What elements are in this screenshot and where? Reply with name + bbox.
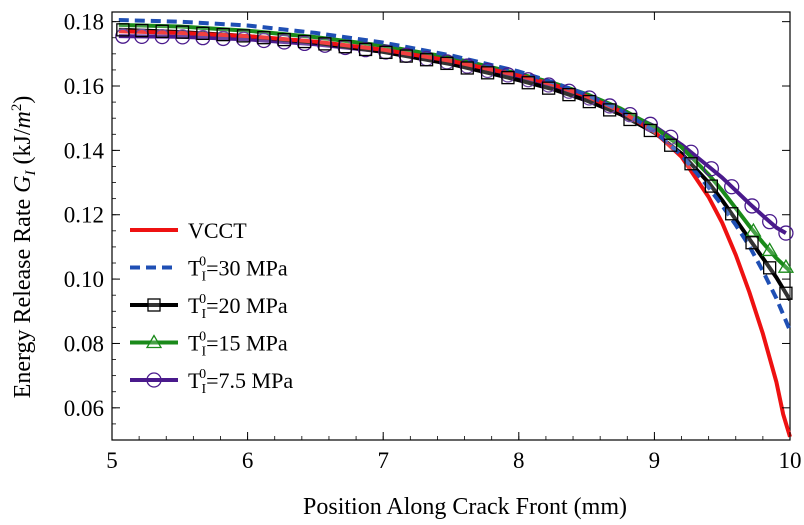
series-marker-4 bbox=[703, 161, 720, 177]
series-marker-4 bbox=[357, 42, 374, 58]
x-tick-label: 9 bbox=[649, 448, 661, 473]
series-marker-2 bbox=[135, 23, 149, 38]
legend-marker-3 bbox=[145, 334, 163, 349]
series-marker-2 bbox=[399, 49, 413, 63]
series-marker-4 bbox=[235, 31, 252, 47]
y-tick-label: 0.14 bbox=[64, 138, 105, 163]
legend-label-4: TI0=7.5 MPa bbox=[188, 367, 293, 397]
series-marker-4 bbox=[762, 214, 778, 230]
y-tick-label: 0.18 bbox=[64, 10, 104, 35]
series-marker-4 bbox=[724, 179, 740, 195]
series-marker-2 bbox=[704, 179, 719, 193]
series-marker-4 bbox=[215, 30, 231, 47]
series-marker-4 bbox=[581, 90, 597, 106]
series-marker-4 bbox=[622, 107, 638, 123]
legend: VCCT TI0=30 MPa TI0=20 MPa TI0=15 MPa TI0=7.… bbox=[130, 218, 293, 397]
series-line-1 bbox=[118, 18, 792, 332]
legend-marker-2 bbox=[147, 298, 161, 312]
series-marker-4 bbox=[500, 67, 516, 83]
series-marker-2 bbox=[684, 157, 698, 171]
x-tick-label: 10 bbox=[779, 448, 802, 473]
series-marker-4 bbox=[115, 28, 131, 44]
series-marker-4 bbox=[134, 28, 150, 45]
series-marker-2 bbox=[480, 66, 495, 80]
x-tick-label: 5 bbox=[106, 448, 118, 473]
series-marker-2 bbox=[725, 207, 739, 221]
plot-frame bbox=[111, 11, 791, 441]
series-marker-2 bbox=[338, 40, 352, 54]
series-marker-2 bbox=[196, 26, 210, 41]
series-marker-4 bbox=[459, 58, 475, 74]
series-marker-4 bbox=[195, 30, 211, 46]
series-marker-4 bbox=[276, 34, 292, 50]
series-marker-2 bbox=[582, 94, 596, 109]
series-marker-4 bbox=[642, 116, 658, 132]
x-tick-label: 6 bbox=[242, 448, 254, 473]
series-marker-2 bbox=[358, 42, 373, 57]
series-marker-2 bbox=[521, 76, 535, 90]
series-marker-2 bbox=[440, 56, 454, 71]
series-marker-4 bbox=[744, 198, 760, 214]
markers bbox=[115, 23, 795, 300]
series-marker-2 bbox=[116, 23, 130, 37]
series-marker-4 bbox=[540, 77, 557, 93]
series-marker-2 bbox=[664, 138, 678, 152]
series-marker-2 bbox=[603, 103, 617, 117]
series-marker-2 bbox=[318, 37, 332, 51]
legend-label-0: VCCT bbox=[188, 218, 247, 243]
x-tick-label: 8 bbox=[513, 448, 525, 473]
series-marker-4 bbox=[154, 28, 170, 45]
x-tick-label: 7 bbox=[377, 448, 389, 473]
series-marker-2 bbox=[763, 261, 777, 275]
legend-label-2: TI0=20 MPa bbox=[188, 292, 288, 322]
series-marker-3 bbox=[745, 222, 762, 237]
series-marker-4 bbox=[174, 29, 191, 45]
y-tick-label: 0.12 bbox=[64, 203, 104, 228]
y-tick-label: 0.06 bbox=[64, 396, 104, 421]
y-axis: 0.06 0.08 0.10 0.12 0.14 0.16 0.18 bbox=[64, 10, 790, 441]
curves bbox=[118, 18, 792, 438]
series-marker-3 bbox=[777, 258, 795, 273]
series-marker-2 bbox=[779, 286, 793, 300]
y-tick-label: 0.10 bbox=[64, 267, 104, 292]
y-tick-label: 0.08 bbox=[64, 331, 104, 356]
series-marker-2 bbox=[379, 45, 393, 60]
series-marker-4 bbox=[663, 129, 679, 145]
y-axis-title: Energy Release Rate GI (kJ/m2) bbox=[9, 96, 39, 399]
legend-label-3: TI0=15 MPa bbox=[188, 330, 288, 360]
series-marker-2 bbox=[175, 25, 190, 39]
series-marker-2 bbox=[216, 27, 230, 42]
series-marker-3 bbox=[761, 242, 778, 257]
series-marker-2 bbox=[562, 87, 576, 102]
series-marker-4 bbox=[520, 72, 536, 88]
series-marker-2 bbox=[297, 34, 312, 49]
plot-border bbox=[111, 11, 791, 441]
series-marker-2 bbox=[745, 236, 759, 250]
series-marker-4 bbox=[561, 83, 577, 99]
y-tick-label: 0.16 bbox=[64, 74, 104, 99]
series-marker-2 bbox=[155, 24, 169, 38]
series-marker-4 bbox=[683, 144, 699, 160]
series-marker-2 bbox=[541, 81, 556, 95]
series-marker-2 bbox=[419, 53, 434, 67]
series-marker-2 bbox=[460, 61, 474, 75]
series-marker-2 bbox=[236, 29, 251, 43]
legend-marker-4 bbox=[146, 372, 162, 388]
legend-label-1: TI0=30 MPa bbox=[188, 255, 288, 285]
series-marker-4 bbox=[778, 225, 794, 241]
series-marker-4 bbox=[479, 62, 496, 79]
series-marker-4 bbox=[602, 98, 618, 114]
series-marker-2 bbox=[501, 70, 515, 85]
series-marker-2 bbox=[643, 123, 657, 138]
series-marker-4 bbox=[296, 35, 313, 52]
series-marker-2 bbox=[277, 32, 291, 47]
series-marker-4 bbox=[256, 32, 272, 49]
x-axis: 5 6 7 8 9 10 bbox=[106, 12, 802, 473]
series-marker-2 bbox=[623, 112, 637, 127]
x-axis-title: Position Along Crack Front (mm) bbox=[303, 494, 627, 520]
series-marker-2 bbox=[257, 31, 271, 45]
